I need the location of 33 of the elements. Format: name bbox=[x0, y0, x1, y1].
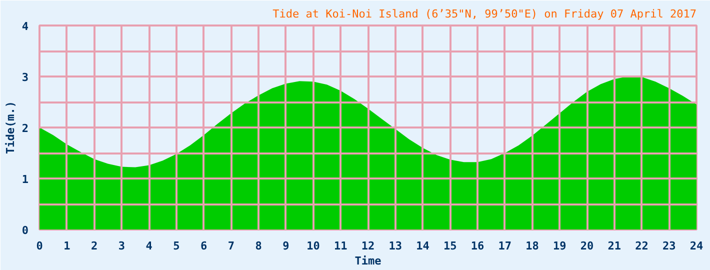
x-tick-label: 22 bbox=[635, 240, 648, 252]
x-tick-label: 23 bbox=[662, 240, 676, 252]
x-tick-label: 1 bbox=[64, 240, 71, 252]
x-tick-label: 19 bbox=[553, 240, 566, 252]
y-tick-label: 0 bbox=[22, 224, 28, 237]
y-tick-label: 4 bbox=[22, 20, 29, 33]
x-tick-label: 2 bbox=[90, 240, 98, 252]
x-axis-title: Time bbox=[354, 254, 382, 268]
x-tick-label: 4 bbox=[146, 240, 153, 252]
x-tick-label: 11 bbox=[334, 240, 348, 252]
x-tick-label: 8 bbox=[255, 240, 262, 252]
x-tick-label: 24 bbox=[690, 240, 704, 252]
x-tick-label: 9 bbox=[282, 240, 290, 252]
x-tick-label: 5 bbox=[173, 240, 180, 252]
x-tick-label: 14 bbox=[416, 240, 430, 252]
x-tick-label: 15 bbox=[444, 240, 457, 252]
y-axis-title: Tide(m.) bbox=[4, 101, 17, 154]
x-tick-label: 0 bbox=[36, 240, 43, 252]
x-tick-label: 3 bbox=[118, 240, 125, 252]
x-tick-label: 18 bbox=[526, 240, 539, 252]
chart-title: Tide at Koi-Noi Island (6’35"N, 99’50"E) on Friday 07 April 2017 bbox=[272, 8, 696, 20]
x-tick-label: 6 bbox=[200, 240, 208, 252]
x-tick-label: 10 bbox=[306, 240, 320, 252]
y-tick-label: 1 bbox=[22, 173, 29, 186]
y-tick-label: 3 bbox=[22, 71, 28, 84]
x-tick-label: 21 bbox=[608, 240, 622, 252]
x-tick-label: 20 bbox=[580, 240, 594, 252]
y-tick-label: 2 bbox=[22, 122, 28, 135]
x-tick-label: 17 bbox=[498, 240, 512, 252]
x-tick-label: 16 bbox=[470, 240, 484, 252]
x-tick-label: 7 bbox=[228, 240, 234, 252]
x-tick-label: 13 bbox=[388, 240, 402, 252]
x-tick-label: 12 bbox=[361, 240, 375, 252]
